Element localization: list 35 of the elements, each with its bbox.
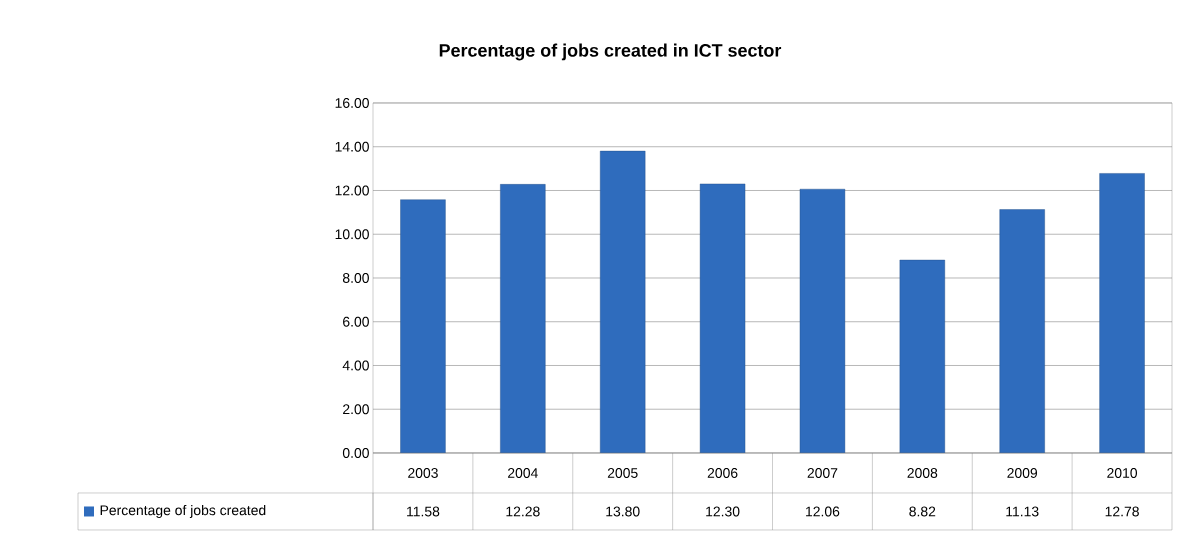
- data-label: 12.06: [806, 506, 840, 517]
- x-tick-label: 2006: [707, 468, 738, 478]
- data-label: 11.13: [1006, 506, 1039, 517]
- data-label: 8.82: [909, 506, 936, 517]
- legend-label: Percentage of jobs created: [100, 504, 266, 518]
- data-label: 12.78: [1105, 506, 1139, 517]
- data-label: 11.58: [407, 506, 440, 517]
- data-label: 12.28: [506, 506, 540, 517]
- data-label: 12.30: [706, 506, 740, 517]
- x-tick-label: 2005: [607, 468, 638, 478]
- y-tick-label: 2.00: [343, 404, 369, 415]
- y-tick-label: 4.00: [342, 360, 369, 371]
- bar: [999, 209, 1045, 453]
- x-tick-label: 2008: [907, 468, 938, 478]
- bar: [400, 199, 446, 453]
- bar: [600, 150, 646, 453]
- bar: [899, 259, 945, 453]
- x-tick-label: 2009: [1007, 468, 1038, 478]
- y-tick-label: 10.00: [335, 229, 369, 240]
- y-tick-label: 6.00: [343, 316, 369, 327]
- bar: [1099, 173, 1145, 453]
- x-tick-label: 2010: [1107, 468, 1138, 478]
- y-tick-label: 12.00: [335, 185, 369, 196]
- x-tick-label: 2004: [508, 468, 538, 478]
- y-tick-label: 0.00: [342, 448, 369, 458]
- x-tick-label: 2007: [807, 468, 838, 478]
- x-tick-label: 2003: [408, 468, 438, 478]
- data-label: 13.80: [606, 506, 640, 517]
- bar: [699, 183, 746, 453]
- y-tick-label: 8.00: [342, 273, 369, 283]
- y-tick-label: 16.00: [335, 98, 369, 108]
- bar: [500, 184, 546, 453]
- chart-title: Percentage of jobs created in ICT sector: [439, 43, 782, 61]
- bar: [799, 188, 846, 453]
- y-tick-label: 14.00: [335, 141, 369, 152]
